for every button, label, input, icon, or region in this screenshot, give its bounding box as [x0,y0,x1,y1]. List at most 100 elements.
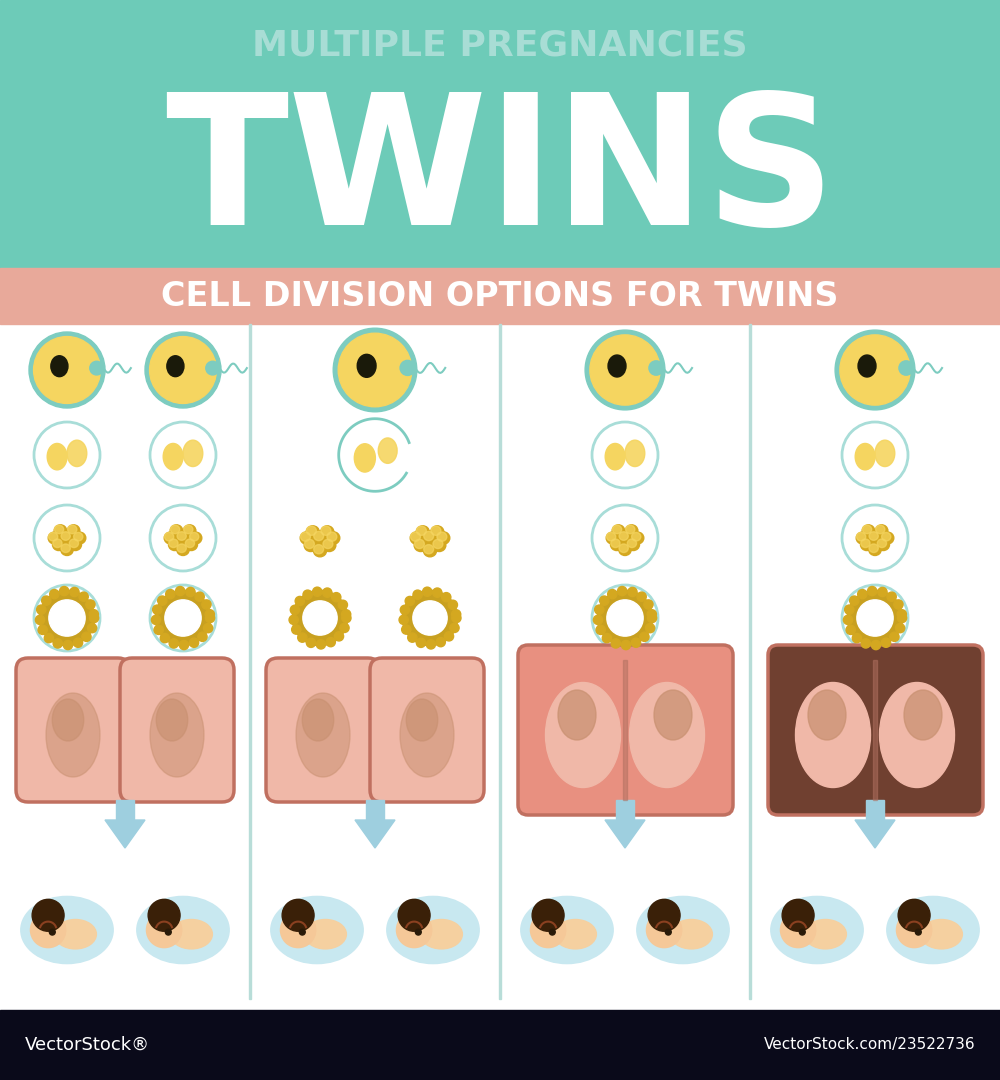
Ellipse shape [46,693,100,777]
Circle shape [313,588,322,596]
Circle shape [306,638,316,647]
Circle shape [280,913,316,947]
Ellipse shape [321,526,334,538]
Ellipse shape [185,539,198,551]
Ellipse shape [183,525,196,537]
Ellipse shape [49,532,58,541]
Circle shape [647,609,656,619]
Circle shape [621,640,631,650]
Ellipse shape [169,539,178,548]
Circle shape [89,613,99,622]
Ellipse shape [21,896,113,963]
Ellipse shape [184,525,193,534]
Ellipse shape [400,693,454,777]
Circle shape [648,900,680,931]
Ellipse shape [170,525,183,537]
Circle shape [846,625,855,634]
Circle shape [881,638,891,647]
Circle shape [289,616,298,624]
Circle shape [326,637,335,647]
Ellipse shape [167,355,184,377]
Ellipse shape [304,919,346,949]
Circle shape [198,632,207,642]
Ellipse shape [68,525,77,534]
Ellipse shape [619,544,628,553]
Circle shape [82,632,91,642]
Ellipse shape [433,539,443,549]
Circle shape [843,616,853,624]
Ellipse shape [654,690,692,740]
Circle shape [298,633,307,643]
Ellipse shape [424,544,434,554]
Text: MULTIPLE PREGNANCIES: MULTIPLE PREGNANCIES [252,28,748,62]
Ellipse shape [177,543,189,555]
Circle shape [405,596,414,606]
Ellipse shape [170,919,212,949]
Ellipse shape [354,444,375,472]
Circle shape [647,613,657,622]
Ellipse shape [877,539,890,551]
Ellipse shape [54,919,96,949]
Bar [0,0,1000,268]
Circle shape [611,638,620,648]
Ellipse shape [612,525,625,537]
Circle shape [73,638,83,647]
Circle shape [332,593,341,602]
Ellipse shape [862,525,872,534]
Circle shape [780,913,816,947]
Circle shape [645,623,655,633]
Ellipse shape [876,525,885,534]
Ellipse shape [306,526,319,538]
Ellipse shape [625,441,645,467]
FancyBboxPatch shape [768,645,983,815]
Ellipse shape [857,532,866,541]
Circle shape [878,588,887,596]
Circle shape [290,605,300,615]
Ellipse shape [411,532,420,541]
Ellipse shape [869,544,878,553]
Circle shape [203,623,213,633]
Ellipse shape [612,525,622,534]
Ellipse shape [881,532,894,544]
Circle shape [205,613,215,622]
Circle shape [150,337,216,404]
Circle shape [452,613,461,622]
Circle shape [596,625,605,634]
Circle shape [37,605,46,615]
Ellipse shape [877,539,887,548]
Polygon shape [855,820,895,848]
Ellipse shape [887,896,979,963]
Ellipse shape [168,539,181,551]
Ellipse shape [858,355,876,377]
Ellipse shape [137,896,229,963]
Circle shape [195,592,204,602]
Ellipse shape [327,531,340,544]
Circle shape [206,361,219,375]
Circle shape [400,361,415,376]
Circle shape [148,900,180,931]
Ellipse shape [301,532,310,541]
Circle shape [850,596,859,605]
Circle shape [644,599,653,609]
Circle shape [861,638,870,648]
Circle shape [79,592,88,602]
Text: VectorStock®: VectorStock® [25,1036,150,1054]
Ellipse shape [904,690,942,740]
Text: TWINS: TWINS [165,87,835,264]
Circle shape [628,588,637,596]
Ellipse shape [61,543,73,555]
Ellipse shape [423,531,437,543]
Ellipse shape [424,531,434,541]
Circle shape [897,613,907,622]
Ellipse shape [606,532,619,544]
Ellipse shape [177,531,186,540]
FancyBboxPatch shape [120,658,234,802]
Ellipse shape [414,539,427,552]
Circle shape [334,632,344,640]
Ellipse shape [163,444,183,470]
Ellipse shape [156,699,188,741]
Circle shape [896,913,932,947]
Bar [366,800,384,820]
Circle shape [160,634,170,643]
Circle shape [60,586,69,596]
